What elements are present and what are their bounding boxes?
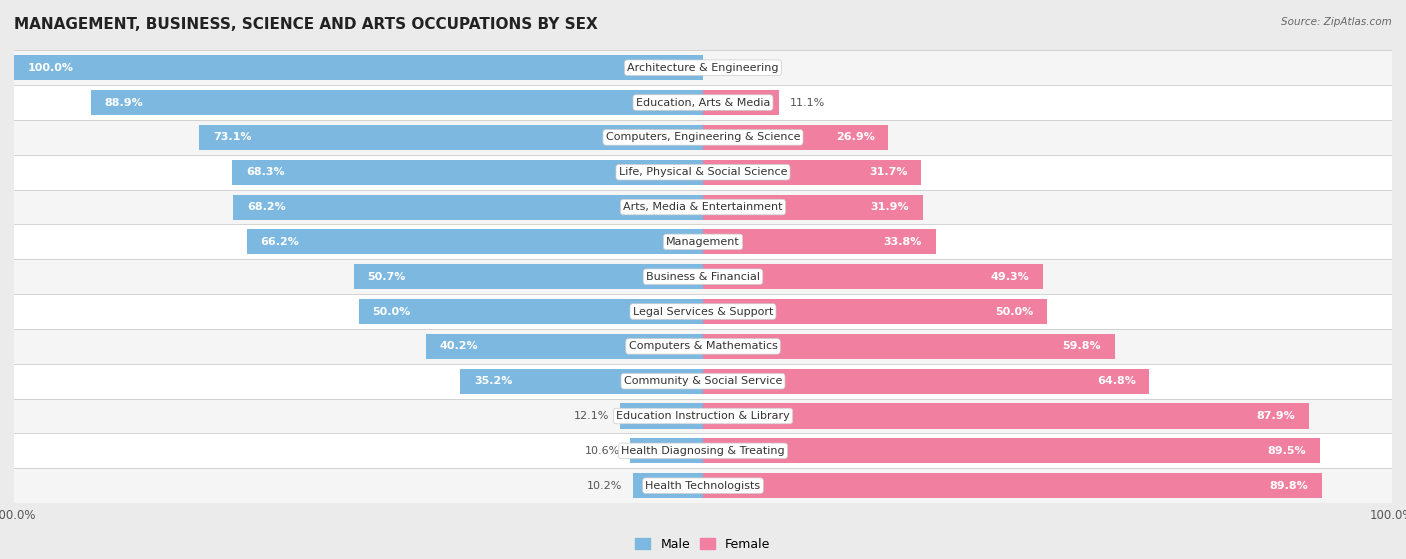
- Text: 100.0%: 100.0%: [28, 63, 75, 73]
- Bar: [703, 404, 1309, 429]
- Text: Life, Physical & Social Science: Life, Physical & Social Science: [619, 167, 787, 177]
- Legend: Male, Female: Male, Female: [630, 533, 776, 556]
- Text: 12.1%: 12.1%: [574, 411, 609, 421]
- Text: 87.9%: 87.9%: [1256, 411, 1295, 421]
- Text: 64.8%: 64.8%: [1097, 376, 1136, 386]
- Text: 49.3%: 49.3%: [990, 272, 1029, 282]
- Bar: [703, 334, 1115, 359]
- Bar: [354, 264, 703, 289]
- Text: 50.0%: 50.0%: [995, 306, 1033, 316]
- Bar: [703, 473, 1322, 498]
- Text: 26.9%: 26.9%: [835, 132, 875, 143]
- Bar: [200, 125, 703, 150]
- Bar: [703, 195, 922, 220]
- Text: 40.2%: 40.2%: [440, 342, 478, 352]
- Text: 33.8%: 33.8%: [884, 237, 922, 247]
- Bar: [14, 259, 1392, 294]
- Bar: [247, 229, 703, 254]
- Text: 50.0%: 50.0%: [373, 306, 411, 316]
- Bar: [14, 433, 1392, 468]
- Text: 68.3%: 68.3%: [246, 167, 285, 177]
- Bar: [426, 334, 703, 359]
- Bar: [630, 438, 703, 463]
- Text: 73.1%: 73.1%: [214, 132, 252, 143]
- Bar: [703, 160, 921, 185]
- Bar: [359, 299, 703, 324]
- Text: 89.8%: 89.8%: [1270, 481, 1308, 491]
- Text: 10.6%: 10.6%: [585, 446, 620, 456]
- Text: 11.1%: 11.1%: [790, 98, 825, 107]
- Bar: [14, 225, 1392, 259]
- Text: Arts, Media & Entertainment: Arts, Media & Entertainment: [623, 202, 783, 212]
- Bar: [620, 404, 703, 429]
- Bar: [14, 364, 1392, 399]
- Bar: [14, 85, 1392, 120]
- Text: Education, Arts & Media: Education, Arts & Media: [636, 98, 770, 107]
- Bar: [703, 299, 1047, 324]
- Bar: [14, 55, 703, 80]
- Text: Management: Management: [666, 237, 740, 247]
- Bar: [14, 190, 1392, 225]
- Bar: [14, 120, 1392, 155]
- Text: Health Diagnosing & Treating: Health Diagnosing & Treating: [621, 446, 785, 456]
- Text: 0.0%: 0.0%: [713, 63, 741, 73]
- Bar: [14, 399, 1392, 433]
- Text: Business & Financial: Business & Financial: [645, 272, 761, 282]
- Bar: [703, 90, 779, 115]
- Bar: [14, 50, 1392, 85]
- Text: Health Technologists: Health Technologists: [645, 481, 761, 491]
- Bar: [14, 468, 1392, 503]
- Text: 89.5%: 89.5%: [1267, 446, 1306, 456]
- Text: Computers, Engineering & Science: Computers, Engineering & Science: [606, 132, 800, 143]
- Text: Legal Services & Support: Legal Services & Support: [633, 306, 773, 316]
- Text: MANAGEMENT, BUSINESS, SCIENCE AND ARTS OCCUPATIONS BY SEX: MANAGEMENT, BUSINESS, SCIENCE AND ARTS O…: [14, 17, 598, 32]
- Text: Architecture & Engineering: Architecture & Engineering: [627, 63, 779, 73]
- Text: 31.9%: 31.9%: [870, 202, 910, 212]
- Bar: [703, 264, 1043, 289]
- Bar: [233, 195, 703, 220]
- Text: Community & Social Service: Community & Social Service: [624, 376, 782, 386]
- Bar: [703, 438, 1320, 463]
- Text: 68.2%: 68.2%: [247, 202, 285, 212]
- Text: 59.8%: 59.8%: [1063, 342, 1101, 352]
- Text: 50.7%: 50.7%: [367, 272, 406, 282]
- Bar: [90, 90, 703, 115]
- Bar: [232, 160, 703, 185]
- Text: Education Instruction & Library: Education Instruction & Library: [616, 411, 790, 421]
- Bar: [633, 473, 703, 498]
- Text: 31.7%: 31.7%: [869, 167, 908, 177]
- Bar: [14, 294, 1392, 329]
- Bar: [14, 155, 1392, 190]
- Text: Source: ZipAtlas.com: Source: ZipAtlas.com: [1281, 17, 1392, 27]
- Bar: [14, 329, 1392, 364]
- Text: 66.2%: 66.2%: [260, 237, 299, 247]
- Bar: [461, 368, 703, 394]
- Bar: [703, 125, 889, 150]
- Bar: [703, 368, 1150, 394]
- Text: 10.2%: 10.2%: [588, 481, 623, 491]
- Text: 88.9%: 88.9%: [104, 98, 143, 107]
- Text: Computers & Mathematics: Computers & Mathematics: [628, 342, 778, 352]
- Bar: [703, 229, 936, 254]
- Text: 35.2%: 35.2%: [474, 376, 513, 386]
